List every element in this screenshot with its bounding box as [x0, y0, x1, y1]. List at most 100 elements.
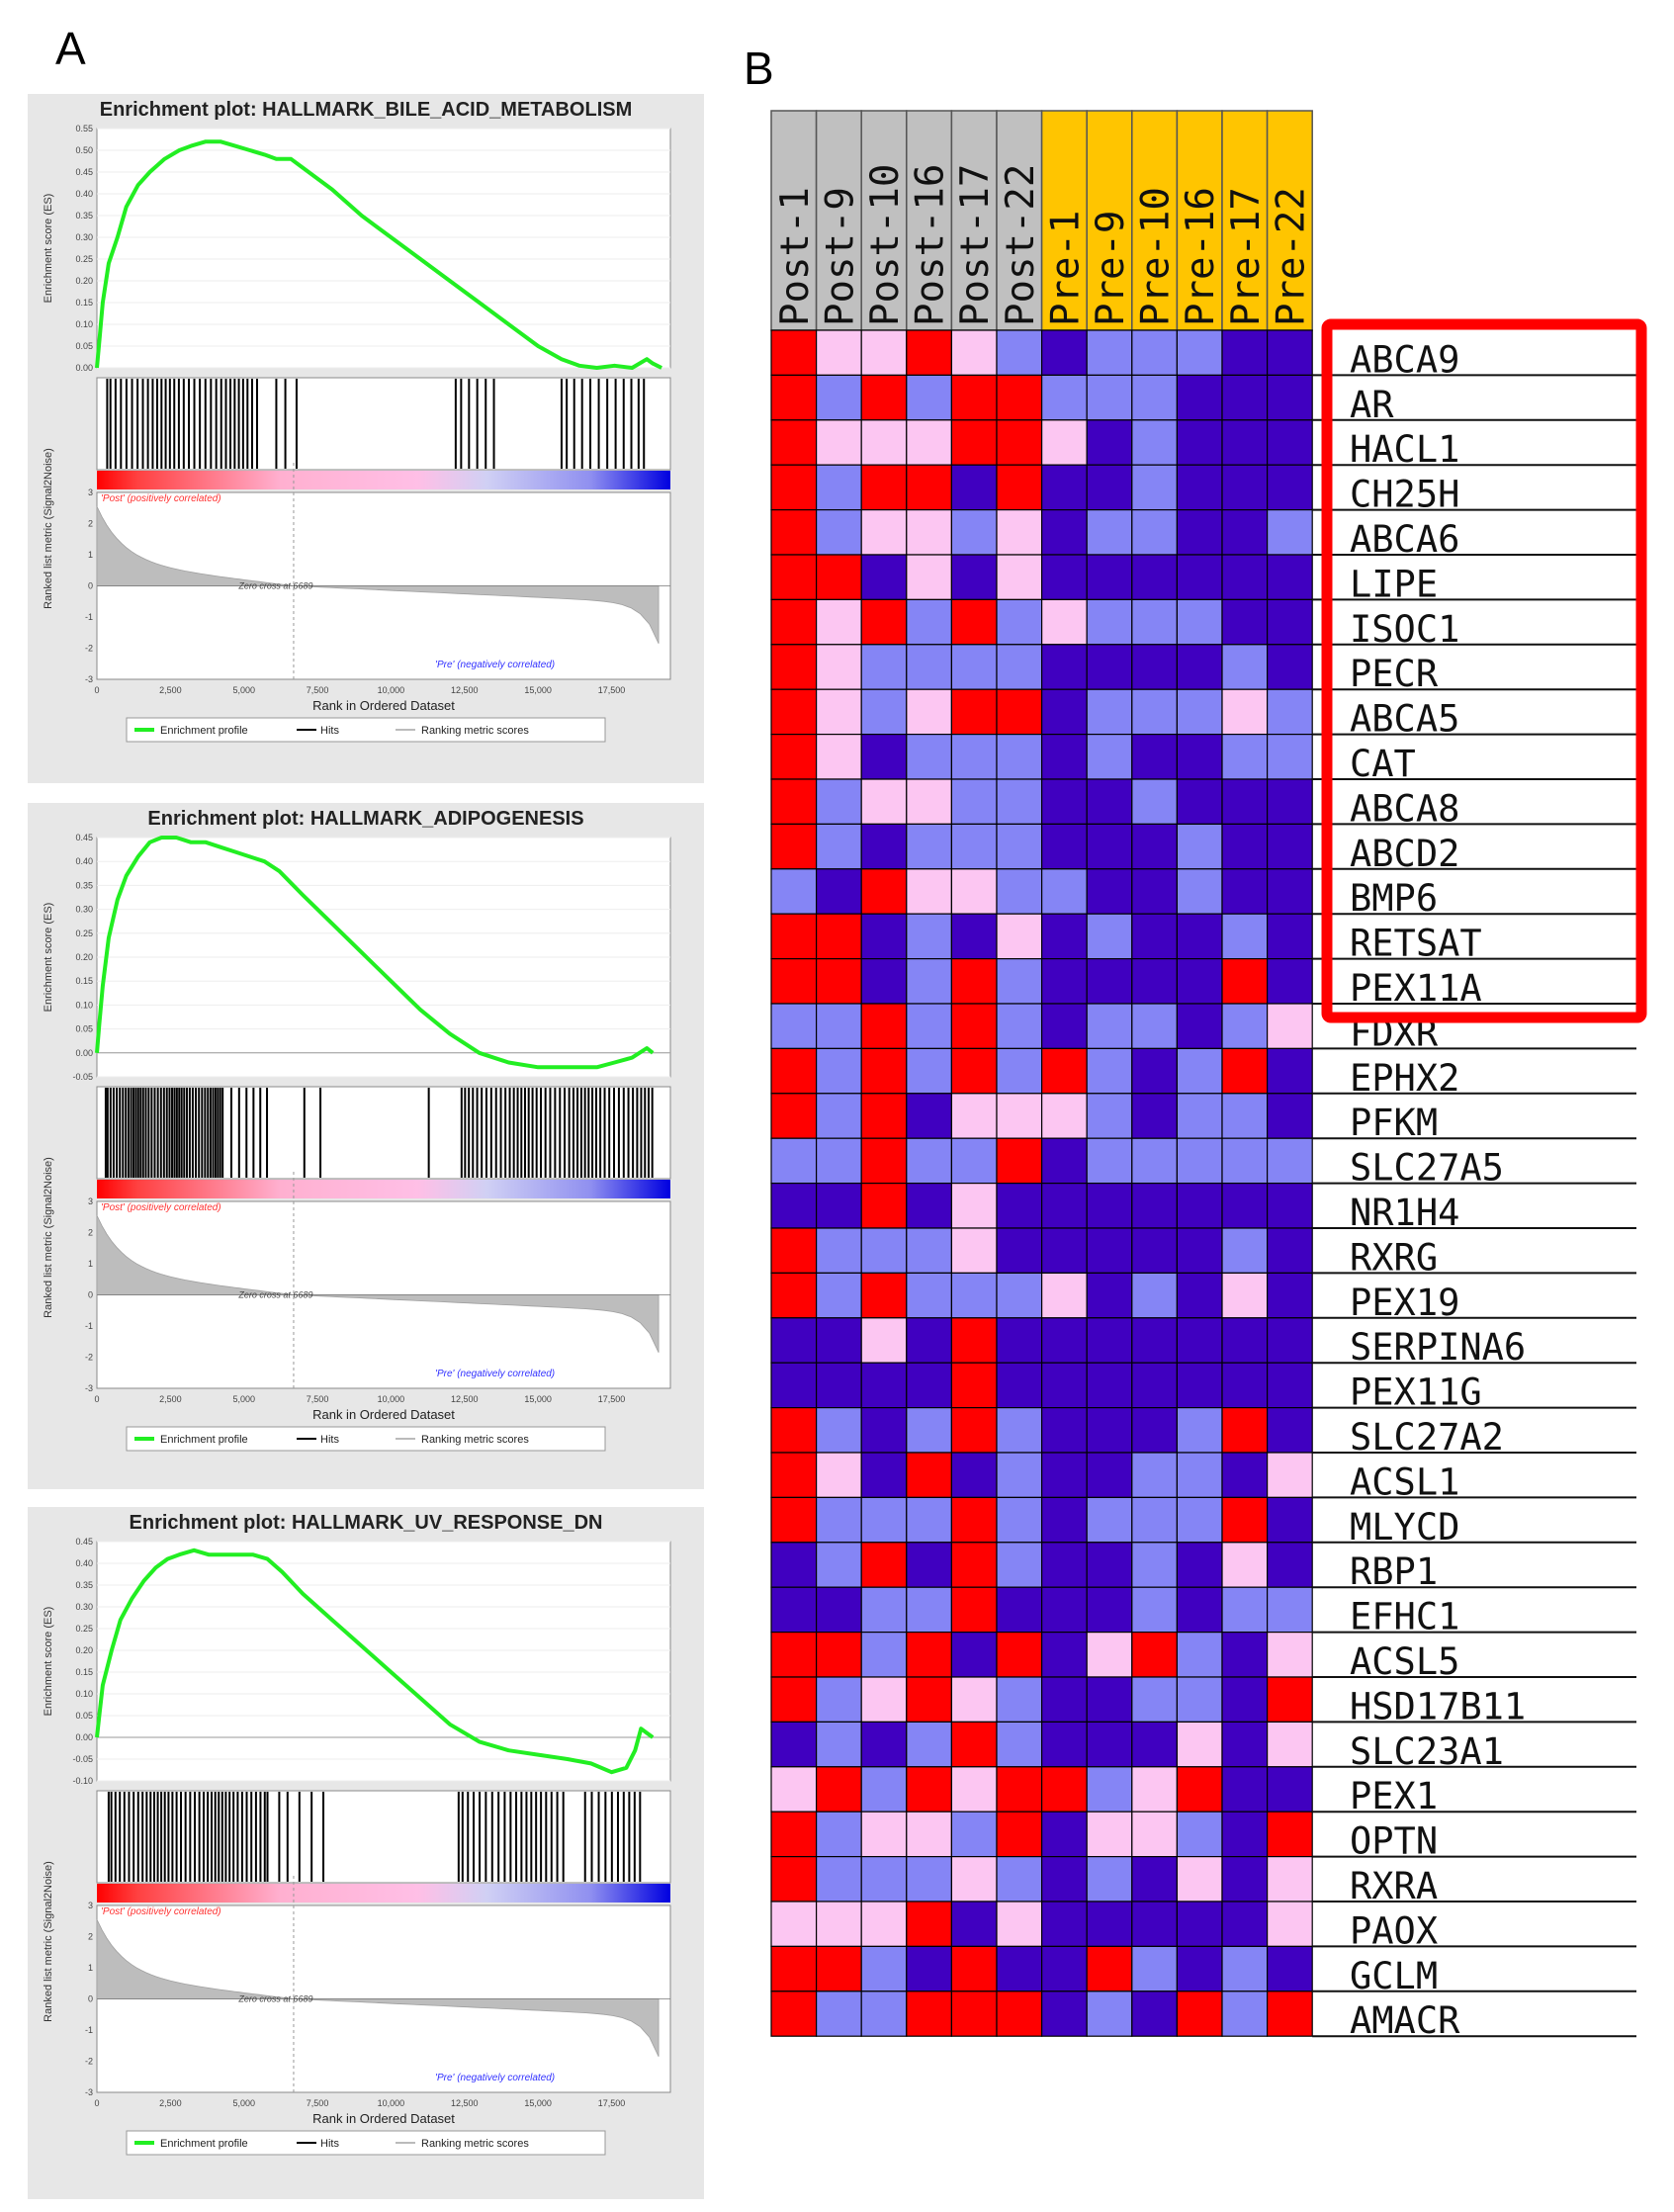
row-label: OPTN — [1350, 1820, 1438, 1863]
heatmap-cell — [815, 1631, 862, 1678]
heatmap-cell — [1131, 1586, 1178, 1634]
heatmap-cell — [1221, 464, 1269, 511]
heatmap-cell — [815, 1496, 862, 1544]
es-ytick-label: 0.15 — [75, 976, 93, 986]
post-label: 'Post' (positively correlated) — [101, 493, 221, 504]
xtick-label: 0 — [94, 685, 99, 695]
heatmap-cell — [1041, 1901, 1088, 1948]
heatmap-cell — [1131, 1676, 1178, 1724]
hits-area — [96, 1790, 671, 1884]
heatmap-cell — [815, 1093, 862, 1139]
heatmap-cell — [770, 1676, 818, 1724]
column-header-cell — [1131, 110, 1179, 331]
heatmap-cell — [770, 1766, 818, 1813]
heatmap-cell — [1041, 1542, 1088, 1588]
xtick-label: 2,500 — [159, 2098, 182, 2108]
heatmap-cell — [950, 1047, 998, 1095]
heatmap-cell — [1176, 913, 1223, 960]
heatmap-cell — [1221, 1631, 1269, 1678]
heatmap-cell — [815, 1406, 862, 1454]
heatmap-cell — [1131, 1542, 1178, 1588]
gsea-svg: Enrichment plot: HALLMARK_ADIPOGENESIS 0.… — [43, 808, 671, 1452]
column-label: Post-22 — [999, 164, 1043, 326]
heatmap-cell — [906, 1406, 953, 1454]
heatmap-cell — [1267, 374, 1313, 421]
xtick-label: 0 — [94, 2098, 99, 2108]
heatmap-cell — [1131, 823, 1178, 870]
heatmap-cell — [860, 1003, 908, 1050]
heatmap-cell — [815, 1047, 862, 1095]
heatmap-cell — [1267, 598, 1313, 646]
heatmap-cell — [1131, 688, 1178, 736]
heatmap-cell — [1176, 688, 1223, 736]
heatmap-cell — [1131, 1496, 1178, 1544]
heatmap-cell — [1041, 1047, 1088, 1095]
heatmap-cell — [950, 868, 998, 915]
heatmap-cell — [1041, 778, 1088, 826]
heatmap-cell — [860, 823, 908, 870]
heatmap-cell — [996, 733, 1043, 780]
heatmap-cell — [1131, 419, 1178, 466]
heatmap-cell — [1086, 823, 1133, 870]
heatmap-cell — [1086, 868, 1133, 915]
metric-ylabel: Ranked list metric (Signal2Noise) — [43, 1861, 54, 2022]
heatmap-cell — [815, 329, 862, 377]
metric-ytick-label: -1 — [85, 612, 93, 622]
heatmap-cell — [906, 1093, 953, 1139]
heatmap-cell — [906, 464, 953, 511]
heatmap-cell — [1131, 1362, 1178, 1409]
heatmap-cell — [950, 1406, 998, 1454]
metric-ytick-label: 2 — [88, 1228, 93, 1238]
heatmap-cell — [906, 1542, 953, 1588]
row-label: RXRA — [1350, 1865, 1438, 1907]
heatmap-cell — [996, 464, 1043, 511]
heatmap-cell — [770, 509, 818, 556]
heatmap-cell — [1176, 1945, 1223, 1992]
heatmap-cell — [1267, 1182, 1313, 1229]
heatmap-cell — [1041, 1721, 1088, 1768]
zero-cross-label: Zero cross at 6689 — [237, 1994, 312, 2004]
heatmap-cell — [1131, 1855, 1178, 1902]
metric-ytick-label: 3 — [88, 1901, 93, 1910]
heatmap-cell — [1176, 1137, 1223, 1185]
heatmap-cell — [860, 1631, 908, 1678]
xtick-label: 7,500 — [307, 1394, 329, 1404]
heatmap-cell — [996, 1496, 1043, 1544]
heatmap-cell — [1131, 644, 1178, 690]
row-label: ABCA6 — [1350, 518, 1459, 561]
heatmap-cell — [1086, 957, 1133, 1005]
heatmap-cell — [1176, 823, 1223, 870]
legend-label: Hits — [320, 1434, 339, 1446]
heatmap-cell — [906, 1721, 953, 1768]
heatmap-cell — [770, 1542, 818, 1588]
heatmap-cell — [1086, 778, 1133, 826]
heatmap-cell — [950, 1003, 998, 1050]
heatmap-cell — [1176, 1586, 1223, 1634]
heatmap-cell — [815, 464, 862, 511]
heatmap-cell — [860, 1272, 908, 1319]
heatmap-cell — [1221, 1227, 1269, 1275]
ranking-colorbar — [97, 471, 670, 489]
heatmap-cell — [996, 823, 1043, 870]
heatmap-cell — [1221, 1003, 1269, 1050]
es-ytick-label: 0.30 — [75, 905, 93, 915]
heatmap-cell — [1176, 1182, 1223, 1229]
heatmap-cell — [1131, 913, 1178, 960]
heatmap-cell — [1267, 1227, 1313, 1275]
es-ytick-label: 0.25 — [75, 1624, 93, 1634]
heatmap-cell — [1086, 419, 1133, 466]
heatmap-cell — [1267, 1452, 1313, 1499]
heatmap-cell — [1086, 1901, 1133, 1948]
heatmap-cell — [1221, 1496, 1269, 1544]
es-ytick-label: 0.45 — [75, 1537, 93, 1547]
heatmap-cell — [860, 644, 908, 690]
heatmap-svg: Post-1 Post-9 Post-10 Post-16 Post-17 Post-22… — [770, 110, 1647, 2042]
es-ytick-label: 0.00 — [75, 1048, 93, 1058]
column-label: Pre-17 — [1224, 187, 1269, 326]
heatmap-cell — [906, 1047, 953, 1095]
heatmap-cell — [1176, 1766, 1223, 1813]
heatmap-cell — [770, 1047, 818, 1095]
xtick-label: 2,500 — [159, 1394, 182, 1404]
gsea-svg: Enrichment plot: HALLMARK_BILE_ACID_META… — [43, 99, 671, 743]
heatmap-cell — [950, 778, 998, 826]
